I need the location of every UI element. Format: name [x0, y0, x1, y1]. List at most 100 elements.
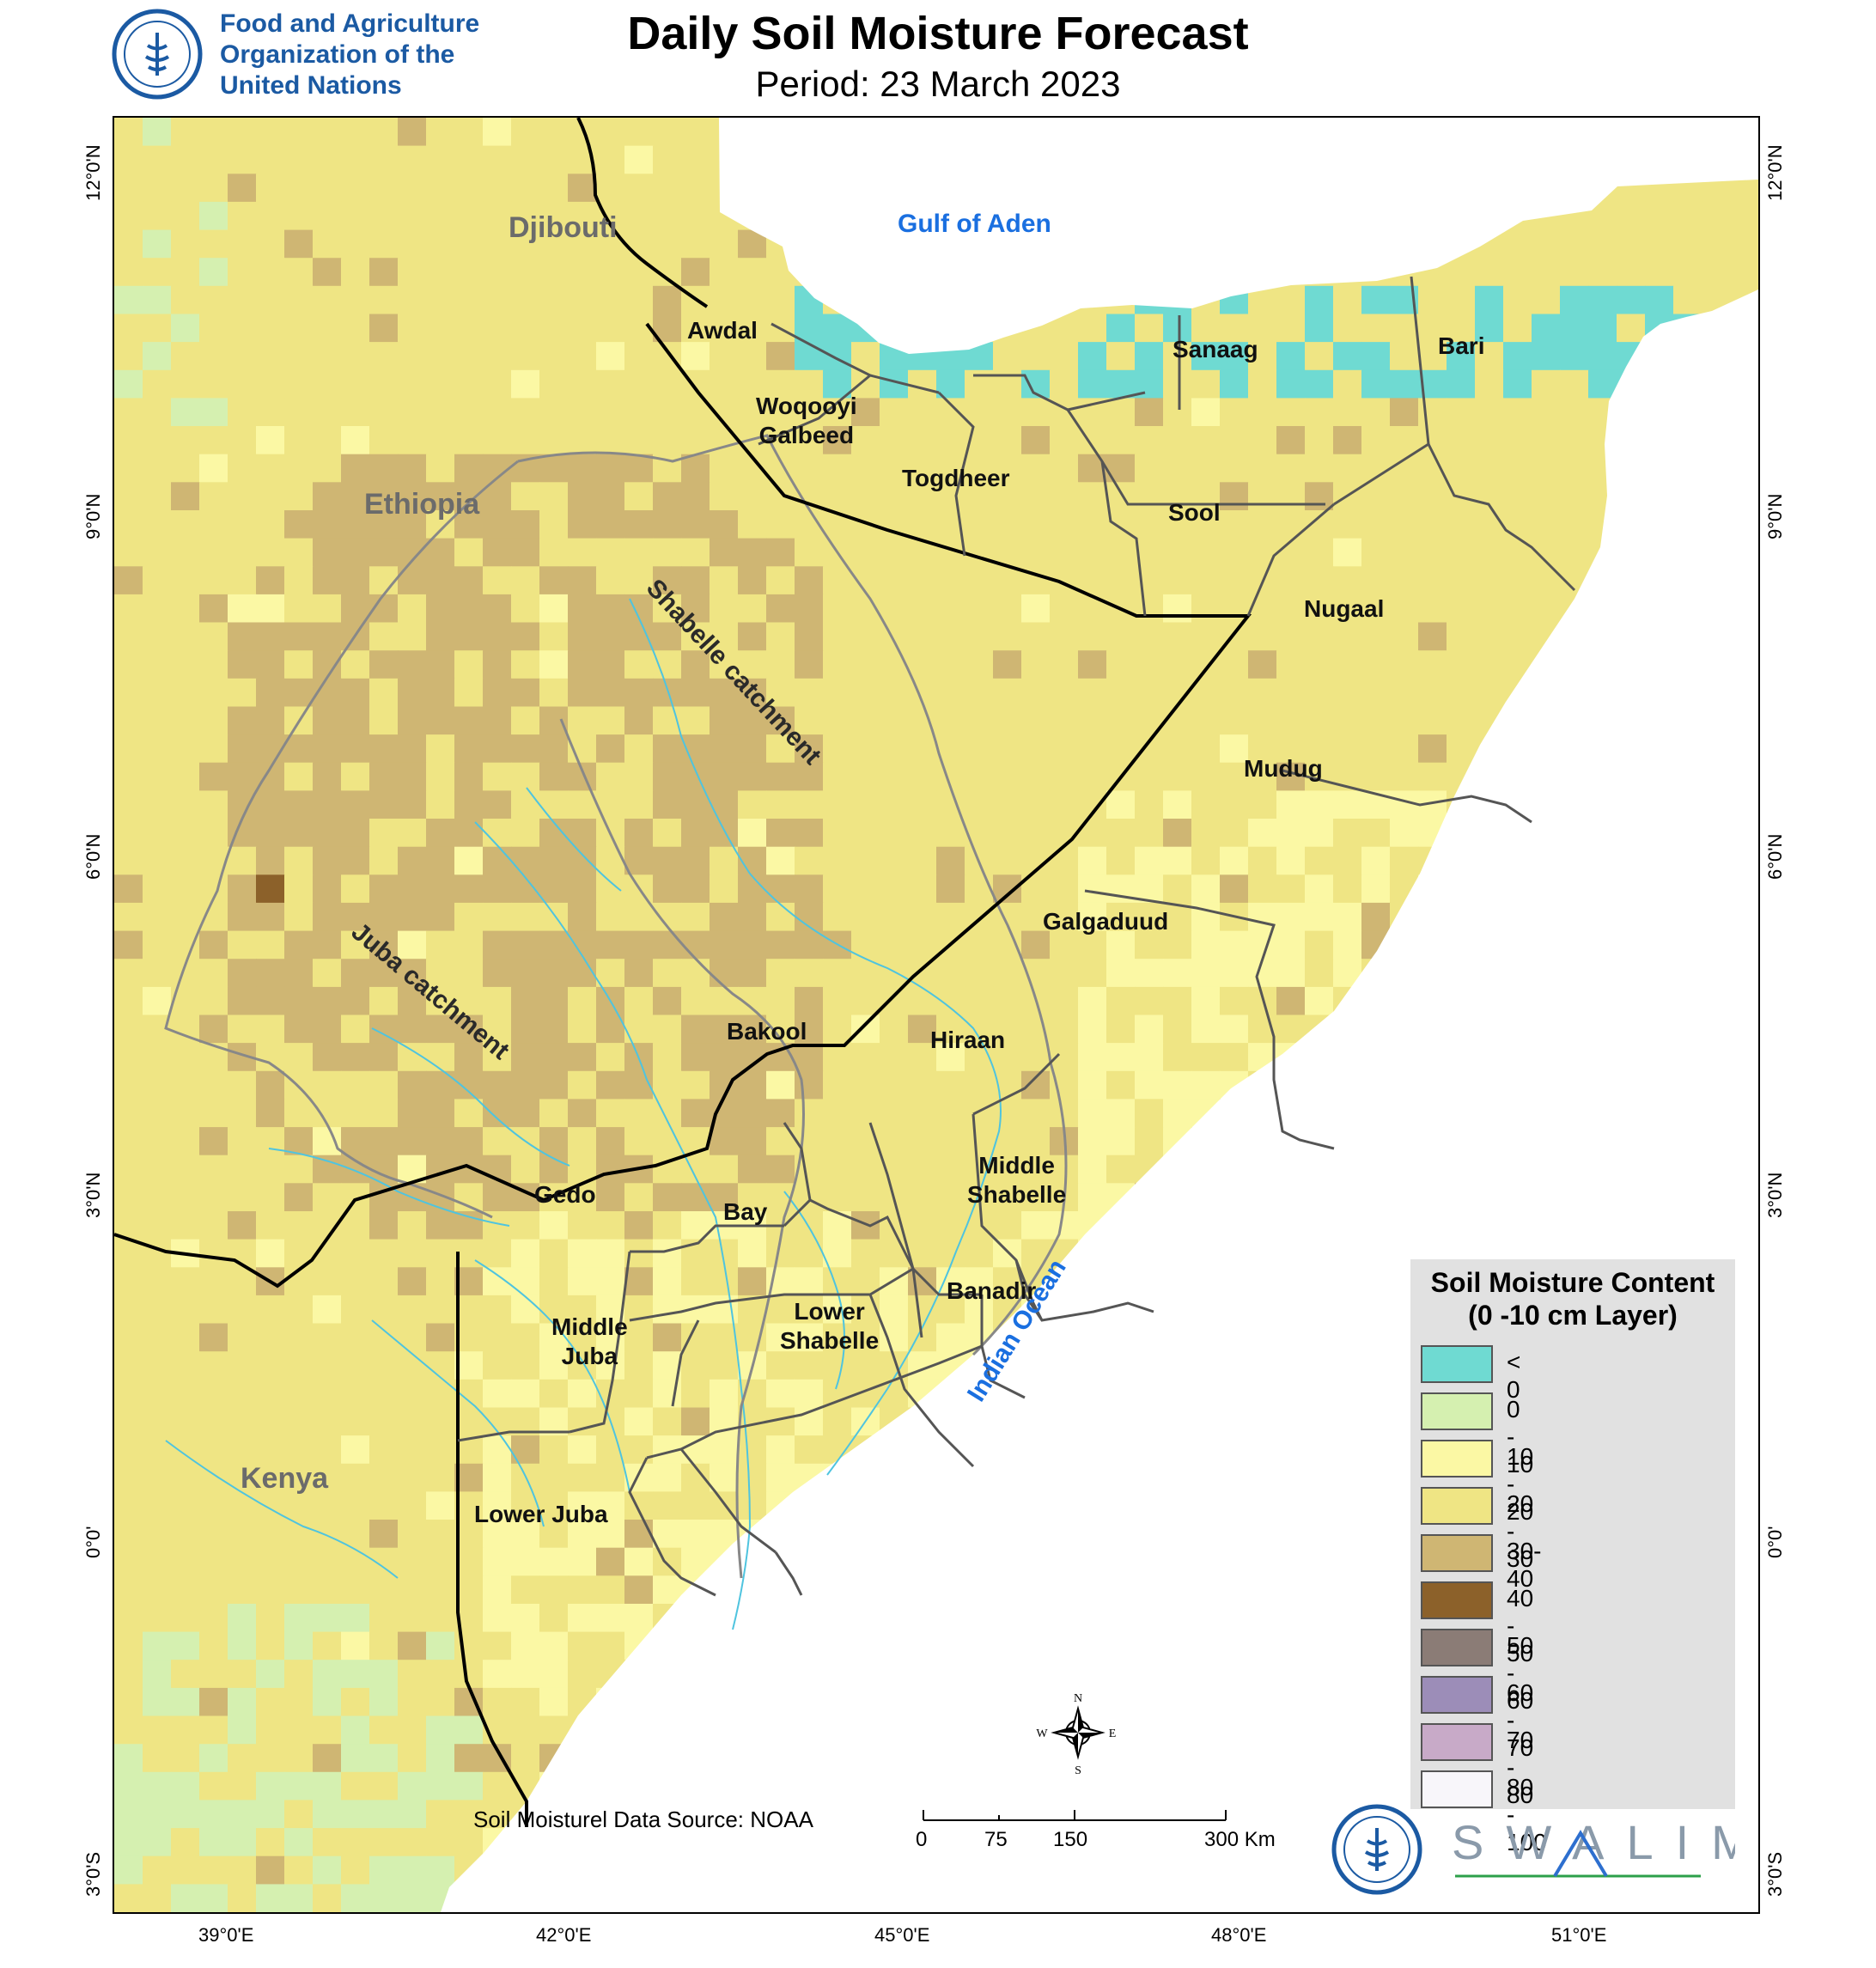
raster-cell — [398, 1855, 427, 1885]
raster-cell — [398, 285, 427, 314]
raster-cell — [114, 454, 143, 483]
raster-cell — [710, 258, 739, 287]
raster-cell — [1390, 482, 1419, 511]
raster-cell — [114, 510, 143, 539]
raster-cell — [1588, 229, 1617, 259]
raster-cell — [1135, 986, 1164, 1016]
raster-cell — [171, 1435, 200, 1465]
raster-cell — [483, 1099, 512, 1128]
raster-cell — [511, 1520, 540, 1549]
raster-cell — [256, 874, 285, 904]
raster-cell — [965, 930, 994, 960]
raster-cell — [1390, 706, 1419, 735]
raster-cell — [171, 1099, 200, 1128]
raster-cell — [710, 1014, 739, 1044]
raster-cell — [1532, 258, 1561, 287]
raster-cell — [199, 678, 228, 707]
raster-cell — [143, 986, 172, 1016]
raster-cell — [511, 1323, 540, 1352]
raster-cell — [1106, 398, 1136, 427]
raster-cell — [568, 622, 597, 651]
raster-cell — [568, 846, 597, 875]
raster-cell — [1163, 538, 1192, 567]
raster-cell — [1503, 566, 1532, 595]
tributary — [371, 1027, 570, 1167]
raster-cell — [1560, 229, 1589, 259]
raster-cell — [1503, 229, 1532, 259]
lat-tick-label: 12°0'N — [1764, 144, 1786, 201]
raster-cell — [681, 482, 710, 511]
raster-cell — [710, 1463, 739, 1492]
raster-cell — [369, 538, 399, 567]
raster-cell — [426, 566, 455, 595]
raster-cell — [313, 201, 342, 231]
raster-cell — [171, 229, 200, 259]
raster-cell — [284, 1155, 314, 1184]
raster-cell — [454, 426, 484, 455]
raster-cell — [823, 482, 852, 511]
raster-cell — [795, 369, 824, 399]
raster-cell — [511, 398, 540, 427]
raster-cell — [681, 678, 710, 707]
raster-cell — [341, 706, 370, 735]
raster-cell — [199, 1715, 228, 1745]
raster-cell — [653, 959, 682, 988]
raster-cell — [1106, 650, 1136, 679]
raster-cell — [398, 1127, 427, 1156]
raster-cell — [1305, 902, 1334, 932]
raster-cell — [1276, 819, 1306, 848]
raster-cell — [1135, 1099, 1164, 1128]
raster-cell — [228, 229, 257, 259]
raster-cell — [539, 1295, 569, 1325]
raster-cell — [171, 1127, 200, 1156]
raster-cell — [199, 229, 228, 259]
raster-cell — [483, 846, 512, 875]
raster-cell — [256, 1463, 285, 1492]
raster-cell — [1021, 538, 1051, 567]
map-subtitle: Period: 23 March 2023 — [755, 64, 1121, 104]
raster-cell — [908, 1211, 937, 1240]
raster-cell — [624, 1127, 654, 1156]
raster-cell — [1191, 566, 1221, 595]
raster-cell — [1390, 819, 1419, 848]
raster-cell — [114, 1070, 143, 1100]
raster-cell — [483, 706, 512, 735]
raster-cell — [993, 734, 1022, 764]
lat-tick-label: 0°0' — [82, 1526, 104, 1558]
raster-cell — [908, 622, 937, 651]
raster-cell — [795, 1127, 824, 1156]
raster-cell — [341, 594, 370, 624]
raster-cell — [710, 959, 739, 988]
raster-cell — [228, 1800, 257, 1829]
raster-cell — [596, 1463, 625, 1492]
raster-cell — [511, 258, 540, 287]
raster-cell — [1106, 342, 1136, 371]
raster-cell — [1447, 258, 1476, 287]
raster-cell — [284, 594, 314, 624]
raster-cell — [1475, 285, 1504, 314]
raster-cell — [681, 426, 710, 455]
region-line — [973, 374, 1146, 411]
raster-cell — [1191, 874, 1221, 904]
raster-cell — [426, 1604, 455, 1633]
raster-cell — [1702, 258, 1731, 287]
raster-cell — [228, 1351, 257, 1380]
raster-cell — [426, 454, 455, 483]
raster-cell — [908, 1070, 937, 1100]
raster-cell — [1532, 510, 1561, 539]
raster-cell — [511, 174, 540, 203]
raster-cell — [568, 1127, 597, 1156]
raster-cell — [1106, 902, 1136, 932]
raster-cell — [313, 229, 342, 259]
raster-cell — [823, 1155, 852, 1184]
raster-cell — [1475, 510, 1504, 539]
raster-cell — [1503, 426, 1532, 455]
raster-cell — [143, 1520, 172, 1549]
raster-cell — [1475, 678, 1504, 707]
raster-cell — [256, 1715, 285, 1745]
raster-cell — [1361, 734, 1391, 764]
raster-cell — [766, 902, 795, 932]
raster-cell — [568, 986, 597, 1016]
raster-cell — [795, 566, 824, 595]
raster-cell — [313, 1575, 342, 1605]
